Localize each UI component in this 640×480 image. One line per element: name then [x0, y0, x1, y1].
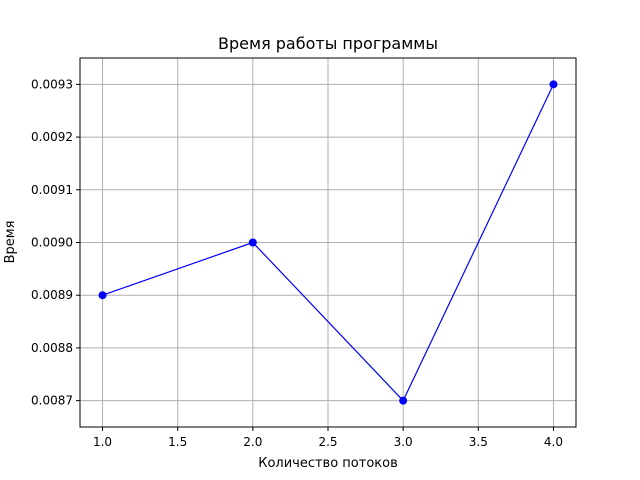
- y-tick-label: 0.0090: [31, 236, 73, 250]
- x-tick-label: 2.5: [318, 435, 337, 449]
- data-point: [399, 396, 408, 405]
- chart-title: Время работы программы: [218, 34, 438, 53]
- x-tick-label: 2.0: [243, 435, 262, 449]
- y-tick-label: 0.0087: [31, 394, 73, 408]
- x-tick-label: 1.0: [93, 435, 112, 449]
- grid: [80, 58, 576, 427]
- data-point: [98, 291, 107, 300]
- y-tick-label: 0.0092: [31, 130, 73, 144]
- x-tick-label: 3.0: [394, 435, 413, 449]
- x-tick-label: 3.5: [469, 435, 488, 449]
- x-tick-label: 1.5: [168, 435, 187, 449]
- data-point: [549, 80, 558, 89]
- y-tick-label: 0.0091: [31, 183, 73, 197]
- y-tick-label: 0.0093: [31, 77, 73, 91]
- x-axis-label: Количество потоков: [258, 456, 398, 471]
- y-tick-label: 0.0089: [31, 288, 73, 302]
- x-tick-label: 4.0: [544, 435, 563, 449]
- y-axis-label: Время: [3, 221, 18, 264]
- series-layer: [98, 80, 558, 405]
- ticks: 1.0 1.5 2.0 2.5 3.0 3.5 4.0 0.0087 0.0088 0.0089 0…: [31, 77, 563, 449]
- y-tick-label: 0.0088: [31, 341, 73, 355]
- series-line: [102, 84, 554, 402]
- data-point: [248, 238, 257, 247]
